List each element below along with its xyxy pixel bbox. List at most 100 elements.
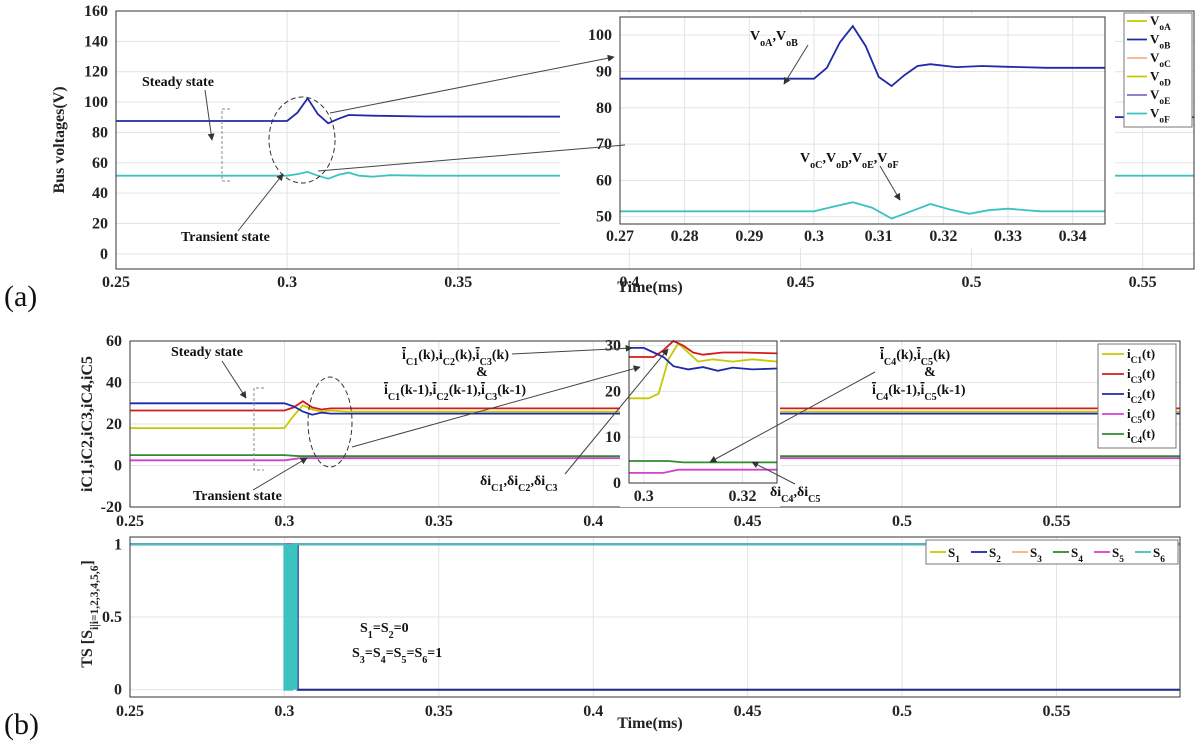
legend-label-ic5t: iC5(t) [1127,406,1155,426]
y-tick-label: 70 [596,136,612,153]
x-tick-label: 0.5 [962,274,982,291]
y-tick-label: -20 [101,499,122,516]
series-line-ic2t [629,346,778,372]
series-line-voavob [620,24,1105,88]
label-ampersand-1: & [476,365,488,380]
legend-label-voa: VoA [1150,13,1171,33]
label-ic45-k1: iC4(k-1),iC5(k-1) [872,383,966,403]
y-tick-label: 80 [92,124,108,141]
y-tick-label: 60 [92,155,108,172]
series-line-ic3t [629,339,778,358]
legend-label-ic2t: iC2(t) [1127,386,1155,406]
y-tick-label: 120 [84,64,108,81]
plot-border [628,340,778,484]
panel-a-label: (a) [4,280,37,313]
legend-label-s1: S1 [948,545,960,565]
label-ic45-k: iC4(k),iC5(k) [880,348,951,368]
inset-arrow-voc [879,165,901,201]
legend-label-s4: S4 [1071,545,1083,565]
x-tick-label: 0.32 [728,488,756,505]
y-tick-label: 40 [92,185,108,202]
legend-label-ic3t: iC3(t) [1127,366,1155,386]
y-tick-label: 20 [92,215,108,232]
x-tick-label: 0.3 [634,488,654,505]
x-tick-label: 0.5 [892,513,912,530]
legend-label-vob: VoB [1150,32,1170,52]
x-tick-label: 0.28 [671,228,699,245]
y-tick-label: 60 [596,172,612,189]
inset-arrow-voa [783,44,809,85]
x-tick-label: 0.29 [735,228,763,245]
x-axis-label: Time(ms) [617,715,682,732]
legend-label-s5: S5 [1112,545,1124,565]
x-tick-label: 0.31 [865,228,893,245]
steady-state-label-b: Steady state [171,345,243,360]
x-tick-label: 0.3 [274,703,294,720]
annotation-s3-s6-one: S3=S4=S5=S6=1 [352,646,442,666]
steady-state-label-a: Steady state [142,75,214,90]
x-tick-label: 0.45 [734,703,762,720]
x-tick-label: 0.27 [606,228,634,245]
panel-b-inset-axes: 0.3 0.32 0 10 20 30 [605,337,780,507]
transient-ellipse-a [268,96,336,184]
y-tick-label: 0 [114,458,122,475]
x-tick-label: 0.45 [734,513,762,530]
arrow-ic-k-upper [511,344,633,355]
y-tick-label: 40 [106,375,122,392]
series-line-voavob [116,96,1195,125]
transient-ellipse-b [307,376,353,468]
series-line-vocvodvoevof [620,201,1105,220]
x-tick-label: 0.45 [786,274,814,291]
y-tick-label: 0 [114,682,122,699]
legend-label-voe: VoE [1150,87,1170,107]
annotations: Steady state Transient state VoA,VoB VoC,Vo… [142,29,966,505]
zoom-line-lower-a [317,144,626,172]
y-tick-label: 30 [605,338,621,355]
x-tick-label: 0.55 [1042,513,1070,530]
x-tick-label: 0.4 [619,274,639,291]
series-line-ic5t [629,468,777,474]
legend-box [1097,343,1177,449]
label-ic-k1-group: iC1(k-1),iC2(k-1),iC3(k-1) [384,383,526,403]
y-tick-label: 20 [605,383,621,400]
y-tick-label: 20 [106,416,122,433]
y-axis-label: TS [Si|i=1,2,3,4,5,6] [79,560,101,668]
x-tick-label: 0.55 [1129,274,1157,291]
x-tick-label: 0.3 [274,513,294,530]
legend-label-s2: S2 [989,545,1001,565]
y-tick-label: 10 [605,429,621,446]
x-tick-label: 0.3 [804,228,824,245]
legend-label-voc: VoC [1150,50,1171,70]
steady-state-arrow-a [204,89,215,141]
transient-state-arrow-a [237,173,284,232]
annotation-s1-s2-zero: S1=S2=0 [360,621,409,641]
y-tick-label: 100 [588,27,612,44]
x-tick-label: 0.3 [277,274,297,291]
panel-b-switch-axes: 0.25 0.3 0.35 0.4 0.45 0.5 0.55 0 0.5 1 Time(ms) TS… [4,536,1181,741]
x-tick-label: 0.35 [444,274,472,291]
series-line-ic4t [629,460,777,464]
transient-state-label-b: Transient state [193,489,282,504]
transient-state-arrow-b [252,457,308,491]
label-ic-k-group: iC1(k),iC2(k),iC3(k) [402,348,509,368]
y-axis-label: Bus voltages(V) [51,86,68,193]
x-tick-label: 0.25 [116,703,144,720]
plot-border [129,536,1181,698]
legend-label-vod: VoD [1150,69,1171,89]
x-tick-label: 0.35 [425,703,453,720]
x-tick-label: 0.34 [1059,228,1087,245]
y-tick-label: 50 [596,209,612,226]
panel-b-label: (b) [4,708,39,741]
steady-state-bracket-b [253,387,264,471]
series-line-ic1t [629,341,778,400]
legend-label-s3: S3 [1030,545,1042,565]
panel-a-inset-axes: 0.27 0.28 0.29 0.3 0.31 0.32 0.33 0.34 50 60 70 80 9… [560,14,1115,248]
x-tick-label: 0.4 [583,703,603,720]
x-tick-label: 0.25 [116,513,144,530]
y-tick-label: 0 [100,246,108,263]
x-tick-label: 0.25 [102,274,130,291]
x-tick-label: 0.4 [583,513,603,530]
label-ampersand-2: & [924,365,936,380]
